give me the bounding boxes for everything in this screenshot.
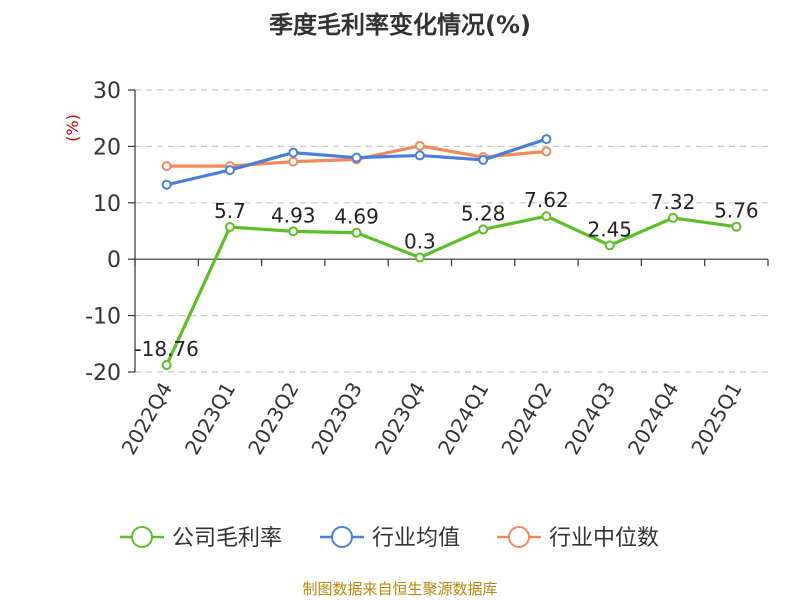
x-tick-label: 2024Q2: [496, 378, 556, 459]
legend[interactable]: 公司毛利率 行业均值 行业中位数: [120, 526, 659, 551]
data-point: [224, 222, 235, 233]
data-point: [604, 240, 615, 251]
source-note: 制图数据来自恒生聚源数据库: [302, 580, 497, 598]
x-tick-label: 2023Q4: [370, 378, 430, 459]
x-tick-label: 2025Q1: [686, 378, 746, 459]
data-point: [161, 360, 172, 371]
legend-item-2[interactable]: 行业中位数: [497, 526, 659, 551]
data-label: 7.32: [651, 190, 696, 214]
data-point: [288, 147, 299, 158]
x-tick-label: 2022Q4: [117, 378, 177, 459]
series: -18.76 5.7 4.93 4.69 0.3 5.28 7.62 2.45 7.32 5.76: [134, 134, 759, 371]
data-point: [668, 212, 679, 223]
data-label: 5.28: [461, 201, 506, 225]
data-label: 5.7: [214, 199, 246, 223]
data-point: [351, 152, 362, 163]
data-point: [541, 134, 552, 145]
y-tick-label: -10: [85, 305, 121, 330]
series-0: -18.76 5.7 4.93 4.69 0.3 5.28 7.62 2.45 7.32 5.76: [134, 188, 759, 371]
data-point: [478, 224, 489, 235]
x-tick-label: 2023Q3: [306, 378, 366, 459]
data-point: [478, 154, 489, 165]
x-tick-label: 2024Q4: [623, 378, 683, 459]
legend-label: 公司毛利率: [172, 526, 282, 551]
data-point: [541, 146, 552, 157]
legend-label: 行业均值: [372, 526, 460, 551]
data-label: 4.93: [271, 203, 316, 227]
y-axis-unit: (%): [63, 114, 82, 142]
data-label: 7.62: [524, 188, 569, 212]
data-point: [351, 227, 362, 238]
legend-swatch-marker: [508, 526, 530, 548]
x-tick-label: 2024Q3: [560, 378, 620, 459]
data-point: [731, 221, 742, 232]
x-tick-label: 2024Q1: [433, 378, 493, 459]
data-point: [288, 226, 299, 237]
legend-label: 行业中位数: [549, 526, 659, 551]
data-label: 2.45: [587, 217, 632, 241]
axes: [128, 89, 769, 373]
legend-swatch-marker: [331, 526, 353, 548]
data-label: 5.76: [714, 199, 759, 223]
y-tick-label: 0: [107, 248, 121, 273]
legend-item-1[interactable]: 行业均值: [320, 526, 460, 551]
y-ticks: 30 20 10 0 -10 -20: [85, 79, 121, 386]
x-tick-label: 2023Q2: [243, 378, 303, 459]
y-tick-label: 30: [93, 79, 121, 104]
data-point: [414, 140, 425, 151]
data-point: [288, 156, 299, 167]
legend-swatch-marker: [131, 526, 153, 548]
data-point: [414, 252, 425, 263]
data-label: -18.76: [134, 337, 198, 361]
data-point: [541, 211, 552, 222]
data-point: [414, 150, 425, 161]
x-tick-label: 2023Q1: [180, 378, 240, 459]
series-line: [165, 214, 737, 366]
y-tick-label: 20: [93, 135, 121, 160]
x-ticks: 2022Q4 2023Q1 2023Q2 2023Q3 2023Q4 2024Q1 2024…: [117, 378, 747, 459]
y-tick-label: -20: [85, 361, 121, 386]
y-tick-label: 10: [93, 192, 121, 217]
series-1: [161, 134, 552, 190]
data-label: 4.69: [334, 205, 379, 229]
legend-item-0[interactable]: 公司毛利率: [120, 526, 282, 551]
chart-title: 季度毛利率变化情况(%): [269, 11, 531, 39]
data-point: [161, 179, 172, 190]
data-label: 0.3: [404, 230, 436, 254]
data-point: [224, 165, 235, 176]
data-point: [161, 161, 172, 172]
